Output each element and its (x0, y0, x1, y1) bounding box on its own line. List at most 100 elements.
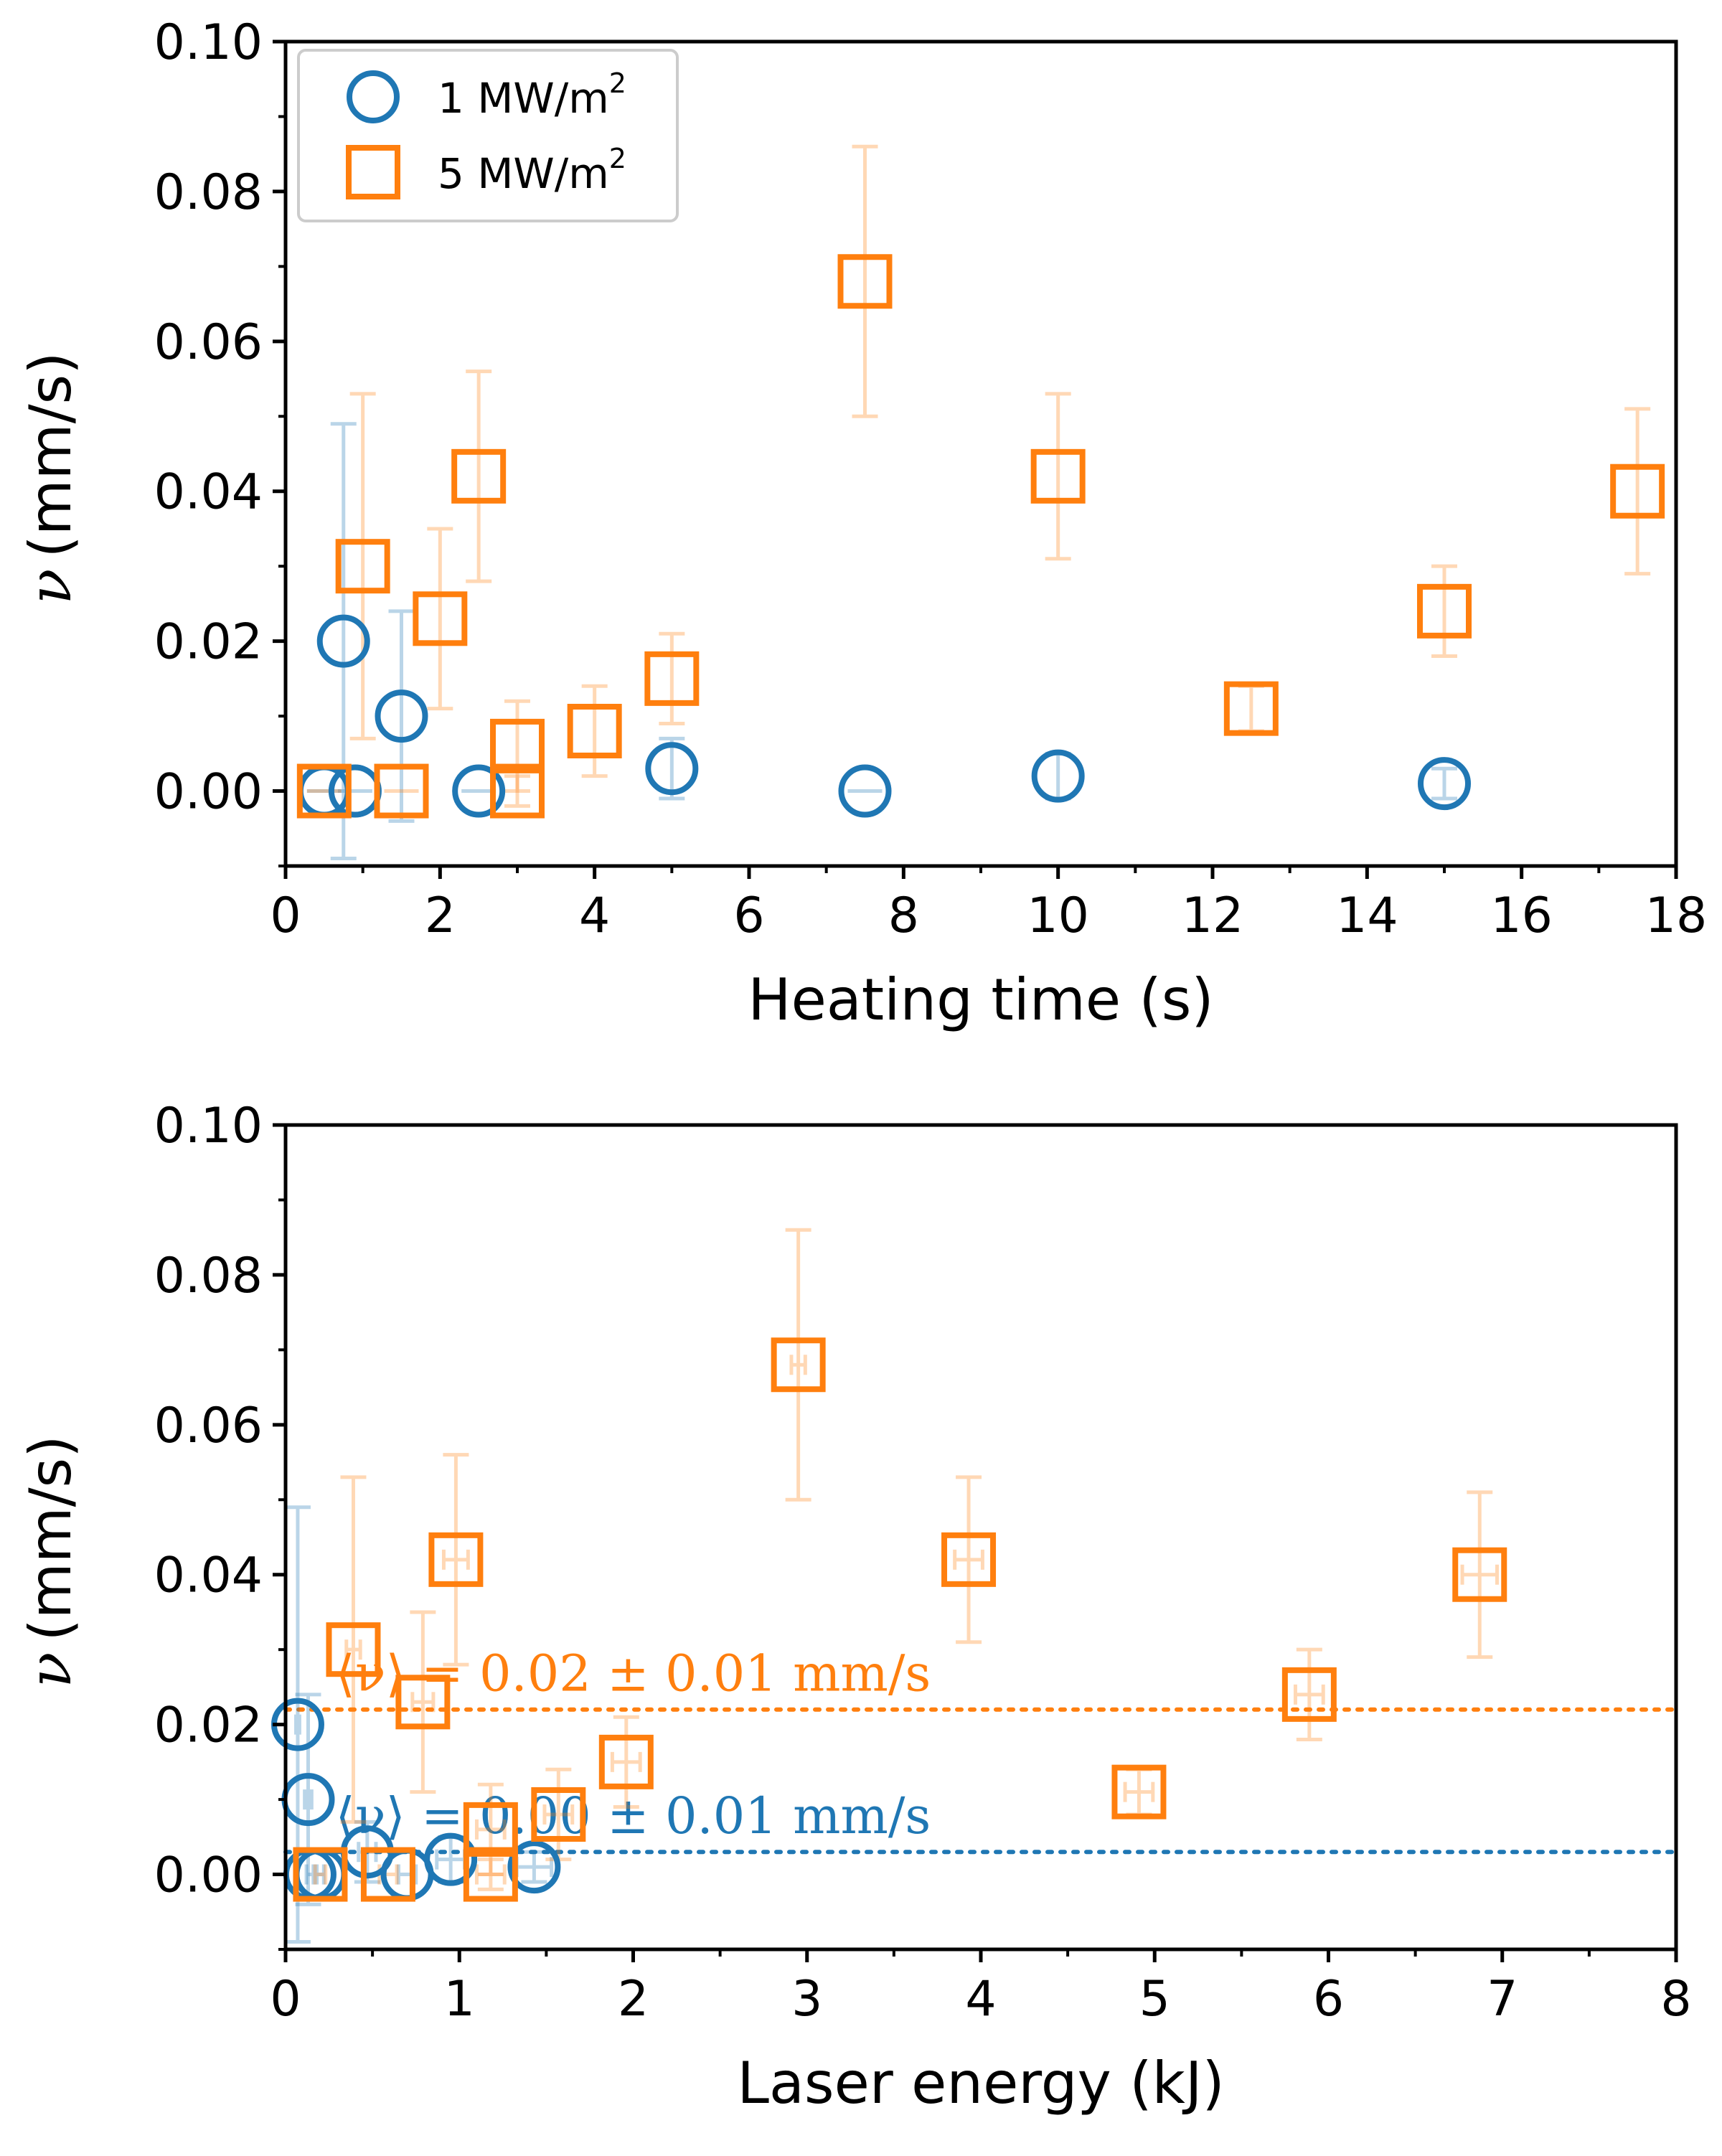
error-bar (474, 1782, 507, 1877)
error-bar (441, 1453, 470, 1667)
y-tick-label: 0.08 (154, 164, 263, 221)
y-tick-label: 0.04 (154, 1548, 263, 1604)
x-tick-label: 1 (444, 1971, 475, 2028)
error-bar (659, 736, 685, 801)
y-tick-label: 0.02 (154, 1698, 263, 1754)
legend-label: 5 MW/m2 (438, 143, 626, 198)
legend-marker-circle (347, 70, 400, 123)
data-point-square (463, 1802, 518, 1857)
legend-label-sup: 2 (609, 143, 626, 174)
error-bar (785, 1228, 811, 1502)
data-point-circle (507, 1840, 561, 1894)
data-point-square (326, 1622, 381, 1677)
data-point-square (335, 539, 390, 594)
x-tick-label: 8 (888, 888, 919, 944)
error-bar (659, 631, 685, 726)
data-point-square (644, 651, 700, 706)
y-axis-label: ν (mm/s) (17, 1436, 85, 1688)
data-point-square (941, 1532, 997, 1587)
x-tick-label: 6 (733, 888, 764, 944)
x-tick-label: 0 (270, 1971, 301, 2028)
x-tick-label: 6 (1313, 1971, 1344, 2028)
x-tick-label: 12 (1182, 888, 1244, 944)
error-bar (1045, 392, 1071, 561)
y-tick-label: 0.10 (154, 14, 263, 71)
y-axis-label-symbol: ν (17, 569, 85, 605)
data-point-circle (424, 1832, 478, 1886)
data-point-square (360, 1847, 415, 1902)
error-bar (349, 392, 376, 740)
error-bar (1624, 407, 1651, 576)
error-bar (1238, 684, 1264, 733)
y-tick-label: 0.08 (154, 1248, 263, 1304)
x-tick-label: 2 (618, 1971, 649, 2028)
x-tick-label: 4 (965, 1971, 996, 2028)
x-tick-label: 3 (791, 1971, 822, 2028)
error-bar (1293, 1647, 1325, 1742)
error-bar (1123, 1767, 1155, 1817)
error-bar (313, 1864, 328, 1885)
error-bar (388, 609, 415, 823)
y-tick-label: 0.10 (154, 1098, 263, 1154)
data-point-circle (1418, 757, 1471, 811)
error-bar (340, 1475, 367, 1824)
y-tick-label: 0.06 (154, 1398, 263, 1454)
error-bar (514, 1850, 554, 1884)
x-tick-label: 4 (579, 888, 610, 944)
panel-1: 0.00 0.02 0.04 0.06 0.08 0.10 0 2 4 6 8 10 12 14 16 18 H… (17, 14, 1707, 1033)
data-point-circle (1031, 749, 1085, 803)
error-bar (474, 1858, 507, 1891)
x-tick-label: 10 (1027, 888, 1089, 944)
x-tick-label: 14 (1336, 888, 1398, 944)
legend: 1 MW/m2 5 MW/m2 (297, 49, 679, 222)
error-bar (852, 144, 878, 418)
data-point-square (531, 1787, 586, 1842)
reference-line-label: ⟨ν⟩ = 0.02 ± 0.01 mm/s (336, 1644, 931, 1703)
y-tick-label: 0.06 (154, 314, 263, 371)
legend-label-sup: 2 (609, 67, 626, 99)
data-point-square (451, 448, 507, 504)
panel-2: ⟨ν⟩ = 0.02 ± 0.01 mm/s ⟨ν⟩ = 0.00 ± 0.01 … (17, 1098, 1692, 2117)
data-point-square (296, 763, 352, 819)
y-axis-label-symbol: ν (17, 1652, 85, 1688)
data-point-circle (645, 742, 699, 796)
data-point-square (490, 718, 545, 773)
data-point-square (374, 763, 429, 819)
x-tick-label: 0 (270, 888, 301, 944)
x-tick-label: 2 (425, 888, 456, 944)
error-bar (953, 1475, 984, 1644)
data-point-circle (452, 764, 506, 818)
data-point-square (1281, 1667, 1337, 1722)
data-point-square (428, 1532, 484, 1587)
y-tick-label: 0.00 (154, 764, 263, 821)
error-bar (504, 699, 530, 794)
data-point-square (395, 1675, 451, 1730)
data-point-square (413, 591, 468, 646)
x-tick-label: 5 (1139, 1971, 1170, 2028)
data-point-circle (838, 764, 892, 818)
error-bar (1460, 1490, 1499, 1660)
legend-label: 1 MW/m2 (438, 67, 626, 123)
reference-line-label: ⟨ν⟩ = 0.00 ± 0.01 mm/s (336, 1787, 931, 1845)
y-axis-label-unit: (mm/s) (17, 1436, 84, 1642)
error-bar (1045, 751, 1071, 801)
error-bar (504, 774, 530, 808)
data-point-circle (316, 614, 370, 668)
data-point-circle (375, 689, 428, 743)
data-point-square (567, 703, 622, 758)
x-tick-label: 8 (1660, 1971, 1691, 2028)
data-point-square (490, 763, 545, 819)
error-bar (304, 1864, 316, 1885)
data-point-square (837, 254, 893, 309)
data-point-square (1417, 583, 1472, 639)
y-tick-label: 0.00 (154, 1847, 263, 1904)
error-bar (315, 1864, 326, 1885)
y-axis-label-unit: (mm/s) (17, 352, 84, 558)
x-axis-label: Heating time (s) (748, 966, 1213, 1033)
data-point-square (1452, 1547, 1507, 1602)
data-point-square (1223, 681, 1279, 736)
error-bar (330, 422, 357, 861)
y-axis-label: ν (mm/s) (17, 352, 85, 605)
error-bar (466, 369, 492, 583)
